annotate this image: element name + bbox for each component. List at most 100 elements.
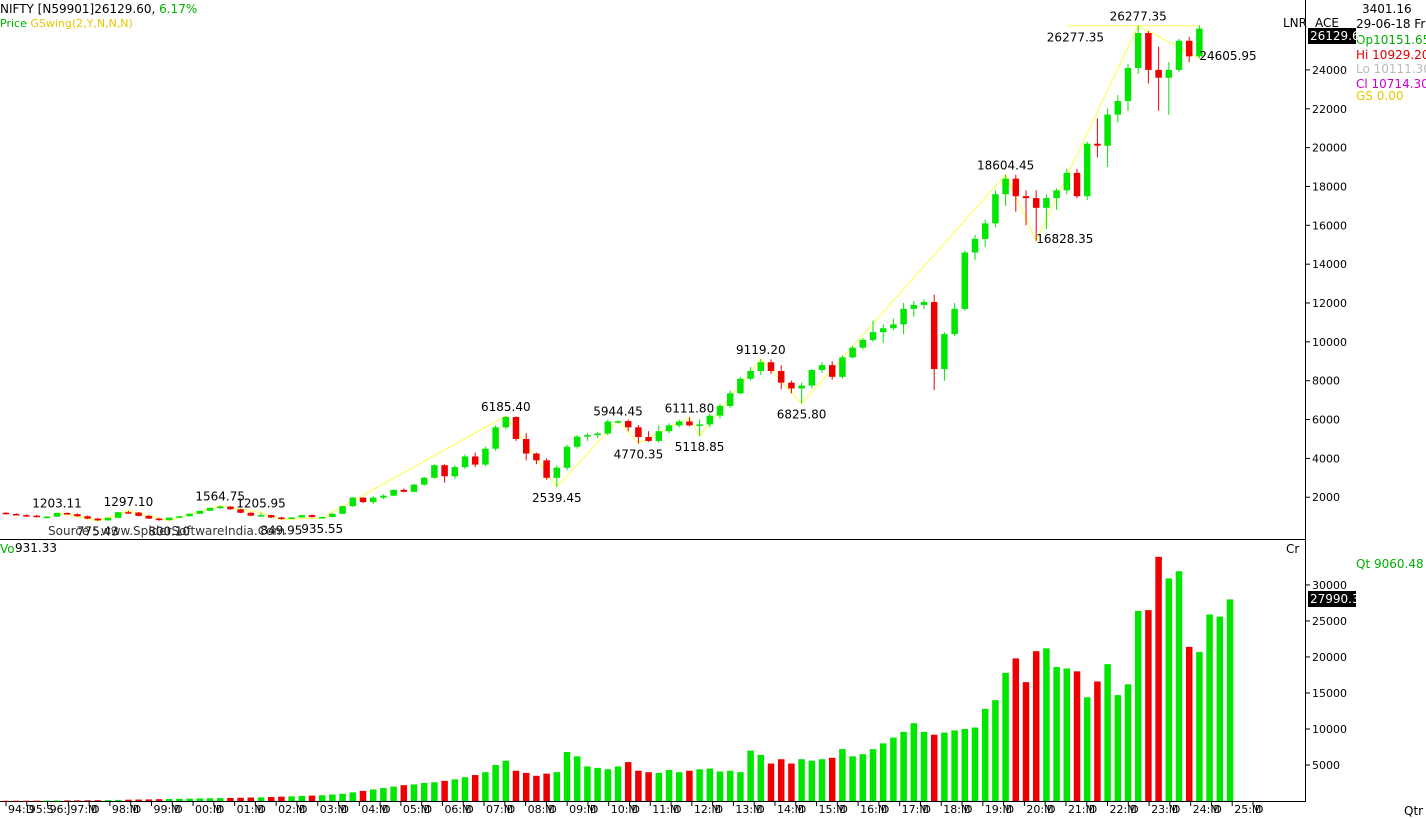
volume-bar — [53, 800, 61, 802]
candle — [502, 415, 510, 430]
volume-bar — [543, 773, 550, 801]
candle — [1063, 168, 1071, 195]
volume-tick-label: 25000 — [1312, 615, 1347, 628]
volume-bar — [145, 799, 153, 801]
candle-body — [798, 385, 805, 389]
qt-value: Qt 9060.48 — [1356, 557, 1424, 571]
candle-body — [288, 517, 295, 519]
volume-bar — [84, 800, 91, 802]
volume-bar — [155, 799, 163, 801]
time-tick-label: D — [91, 803, 99, 816]
candle-body — [1053, 190, 1060, 199]
candle — [23, 514, 30, 517]
volume-bar — [788, 763, 795, 801]
swing-label: 800.10 — [148, 525, 190, 539]
candle — [890, 318, 897, 331]
price-tick-label: 22000 — [1312, 103, 1347, 116]
candle-body — [522, 438, 530, 454]
candle-body — [788, 382, 795, 389]
candle — [665, 423, 673, 434]
candle — [278, 516, 285, 520]
price-tick-label: 20000 — [1312, 142, 1347, 155]
volume-bar — [716, 771, 724, 801]
volume-bar — [257, 797, 265, 801]
candle — [614, 420, 622, 424]
candle-body — [624, 421, 632, 428]
candle — [900, 303, 907, 335]
candle — [1104, 108, 1111, 168]
time-tick-label: 09:M — [569, 803, 596, 816]
volume-bar — [74, 800, 81, 802]
volume-bar — [828, 757, 836, 801]
candle-body — [1073, 172, 1081, 197]
candle-body — [716, 405, 724, 416]
time-tick-label: 02:M — [278, 803, 305, 816]
swing-label: 18604.45 — [977, 159, 1034, 173]
candle-body — [1185, 40, 1193, 57]
volume-bar — [420, 782, 428, 801]
candle-body — [573, 436, 581, 447]
candle-body — [247, 512, 255, 516]
candle-body — [1012, 178, 1020, 197]
source-watermark: Source : www.SpiderSoftwareIndia.Com — [48, 524, 285, 538]
candle — [165, 517, 173, 521]
volume-bar — [512, 770, 520, 801]
symbol-label: NIFTY [N59901]26129.60, 6.17% — [0, 2, 197, 16]
last-price-tag — [1308, 28, 1356, 44]
volume-bar — [267, 797, 275, 801]
candle-body — [165, 517, 173, 521]
time-tick-label: 22:M — [1110, 803, 1137, 816]
volume-bar — [216, 798, 224, 801]
candle — [828, 361, 836, 380]
time-tick-label: D — [839, 803, 847, 816]
candle-body — [502, 417, 510, 428]
time-tick-label: D — [174, 803, 182, 816]
candle-body — [410, 484, 418, 492]
swing-label: 6825.80 — [777, 408, 827, 422]
time-tick-label: D — [1089, 803, 1097, 816]
volume-bar — [747, 750, 754, 801]
candle-body — [1043, 198, 1050, 208]
volume-bar — [339, 793, 346, 801]
candle — [512, 416, 520, 441]
last-price-value: 26129.6 — [1310, 29, 1360, 43]
candle — [584, 433, 591, 441]
candle — [604, 419, 612, 436]
candle-body — [839, 357, 846, 377]
candle-body — [492, 427, 499, 449]
volume-bar — [1165, 578, 1173, 801]
volume-bar — [410, 784, 418, 801]
volume-bar — [237, 797, 244, 801]
candle-body — [992, 194, 999, 224]
volume-bar — [1185, 646, 1193, 801]
volume-bar — [441, 780, 448, 801]
volume-tick-label: 20000 — [1312, 651, 1347, 664]
candle — [869, 320, 877, 342]
volume-bar — [33, 800, 40, 802]
price-tick-label: 10000 — [1312, 336, 1347, 349]
candle-body — [757, 362, 765, 371]
volume-bar — [798, 759, 805, 801]
candle-body — [584, 435, 591, 437]
time-tick-label: 00:M — [195, 803, 222, 816]
price-tick-label: 18000 — [1312, 180, 1347, 193]
time-tick-label: D — [507, 803, 515, 816]
candle — [961, 250, 969, 311]
candle — [624, 419, 632, 432]
volume-bar — [930, 734, 938, 801]
candle — [1032, 190, 1040, 241]
candle — [125, 510, 132, 514]
candle-body — [696, 424, 703, 426]
candle-body — [726, 393, 734, 406]
price-tick-label: 6000 — [1312, 414, 1340, 427]
volume-bar — [1114, 695, 1122, 801]
time-tick-label: 08:M — [528, 803, 555, 816]
candle-body — [359, 497, 367, 503]
candle — [798, 382, 805, 404]
candle-body — [594, 433, 601, 436]
volume-bar — [186, 798, 193, 801]
time-tick-label: D — [382, 803, 390, 816]
candle — [12, 513, 20, 516]
candle-body — [930, 302, 938, 370]
candle-body — [145, 515, 153, 519]
